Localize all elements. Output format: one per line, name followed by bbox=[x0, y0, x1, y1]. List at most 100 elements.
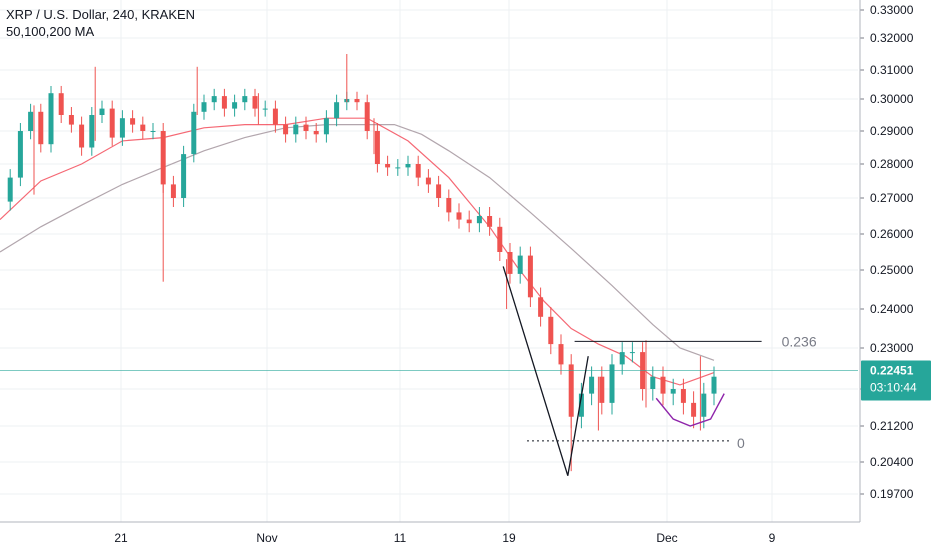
x-tick-label: Nov bbox=[256, 531, 277, 545]
candle-body bbox=[517, 255, 523, 274]
candle-body bbox=[232, 102, 238, 109]
candle-body bbox=[711, 376, 717, 394]
candle-body bbox=[507, 252, 513, 274]
moving-averages bbox=[0, 117, 715, 386]
candle-body bbox=[670, 389, 676, 394]
candle-body bbox=[476, 216, 482, 224]
candle-body bbox=[466, 219, 472, 224]
candle-body bbox=[425, 177, 431, 185]
candle-body bbox=[140, 124, 146, 131]
candle-body bbox=[7, 177, 13, 202]
y-tick-label: 0.32000 bbox=[870, 31, 914, 45]
candle-body bbox=[303, 124, 309, 131]
fib-label-top: 0.236 bbox=[782, 333, 817, 349]
symbol-title: XRP / U.S. Dollar, 240, KRAKEN bbox=[6, 7, 196, 22]
candle-body bbox=[242, 96, 248, 103]
candle-body bbox=[609, 364, 615, 403]
price-badge bbox=[861, 360, 931, 401]
candle-body bbox=[415, 164, 421, 178]
candle-body bbox=[283, 124, 289, 135]
candle-body bbox=[191, 111, 197, 155]
y-tick-label: 0.25000 bbox=[870, 263, 914, 277]
candle-body bbox=[28, 111, 34, 131]
candle-body bbox=[221, 96, 227, 109]
candle-body bbox=[130, 118, 136, 125]
candle-body bbox=[323, 118, 329, 135]
y-tick-label: 0.20400 bbox=[870, 455, 914, 469]
candle-body bbox=[89, 115, 95, 148]
candle-body bbox=[619, 352, 625, 365]
candle-body bbox=[201, 102, 207, 112]
y-tick-label: 0.26000 bbox=[870, 227, 914, 241]
ma-200-line bbox=[0, 123, 715, 361]
candle-body bbox=[252, 96, 258, 109]
v-pattern-lines bbox=[502, 266, 589, 476]
candle-body bbox=[558, 344, 564, 365]
candle-body bbox=[272, 108, 278, 125]
candle-body bbox=[262, 108, 268, 110]
candle-body bbox=[293, 124, 299, 135]
y-tick-label: 0.21200 bbox=[870, 419, 914, 433]
candle-body bbox=[701, 393, 707, 417]
candle-body bbox=[629, 352, 635, 354]
y-tick-label: 0.28000 bbox=[870, 157, 914, 171]
grid bbox=[0, 0, 858, 522]
y-tick-label: 0.30000 bbox=[870, 92, 914, 106]
candle-body bbox=[589, 376, 595, 394]
candle-body bbox=[181, 154, 187, 198]
candle-body bbox=[660, 376, 666, 394]
y-tick-label: 0.24000 bbox=[870, 302, 914, 316]
ma-50-line bbox=[0, 117, 715, 386]
y-tick-label: 0.19700 bbox=[870, 487, 914, 501]
current-price-label: 0.22451 bbox=[870, 364, 914, 378]
fib-label-bottom: 0 bbox=[737, 435, 745, 451]
candle-body bbox=[211, 96, 217, 103]
y-tick-label: 0.27000 bbox=[870, 191, 914, 205]
y-tick-label: 0.33000 bbox=[870, 3, 914, 17]
y-tick-label: 0.29000 bbox=[870, 124, 914, 138]
candle-body bbox=[160, 131, 166, 185]
x-tick-label: Dec bbox=[656, 531, 677, 545]
chart-legend: XRP / U.S. Dollar, 240, KRAKEN 50,100,20… bbox=[6, 6, 195, 40]
drawings: 0.236 0 bbox=[0, 266, 858, 476]
candle-body bbox=[109, 108, 115, 138]
x-tick-label: 19 bbox=[502, 531, 516, 545]
candle-body bbox=[680, 389, 686, 403]
x-tick-label: 9 bbox=[769, 531, 776, 545]
candle-body bbox=[436, 184, 442, 198]
candle-body bbox=[446, 198, 452, 213]
y-tick-label: 0.23000 bbox=[870, 341, 914, 355]
candle-body bbox=[354, 99, 360, 103]
candle-body bbox=[487, 216, 493, 227]
candle-body bbox=[364, 102, 370, 131]
candle-body bbox=[334, 102, 340, 119]
candle-body bbox=[385, 164, 391, 168]
x-tick-label: 21 bbox=[114, 531, 128, 545]
candle-body bbox=[79, 124, 85, 148]
candle-body bbox=[58, 93, 64, 115]
candle-body bbox=[395, 167, 401, 169]
candle-body bbox=[374, 131, 380, 164]
candle-body bbox=[599, 376, 605, 403]
candle-body bbox=[38, 111, 44, 145]
candle-body bbox=[313, 131, 319, 135]
candles bbox=[7, 54, 717, 472]
candle-body bbox=[650, 376, 656, 389]
candle-body bbox=[150, 131, 156, 132]
rounding-bottom-curve bbox=[655, 393, 725, 427]
candle-body bbox=[456, 212, 462, 220]
candle-body bbox=[17, 131, 23, 178]
candle-body bbox=[527, 255, 533, 298]
candle-body bbox=[68, 115, 74, 125]
candle-body bbox=[48, 93, 54, 145]
candle-body bbox=[170, 184, 176, 198]
y-tick-label: 0.31000 bbox=[870, 63, 914, 77]
bar-countdown-label: 03:10:44 bbox=[870, 381, 917, 395]
candle-body bbox=[119, 118, 125, 138]
candle-body bbox=[405, 164, 411, 168]
candle-body bbox=[578, 393, 584, 417]
candle-body bbox=[691, 402, 697, 417]
